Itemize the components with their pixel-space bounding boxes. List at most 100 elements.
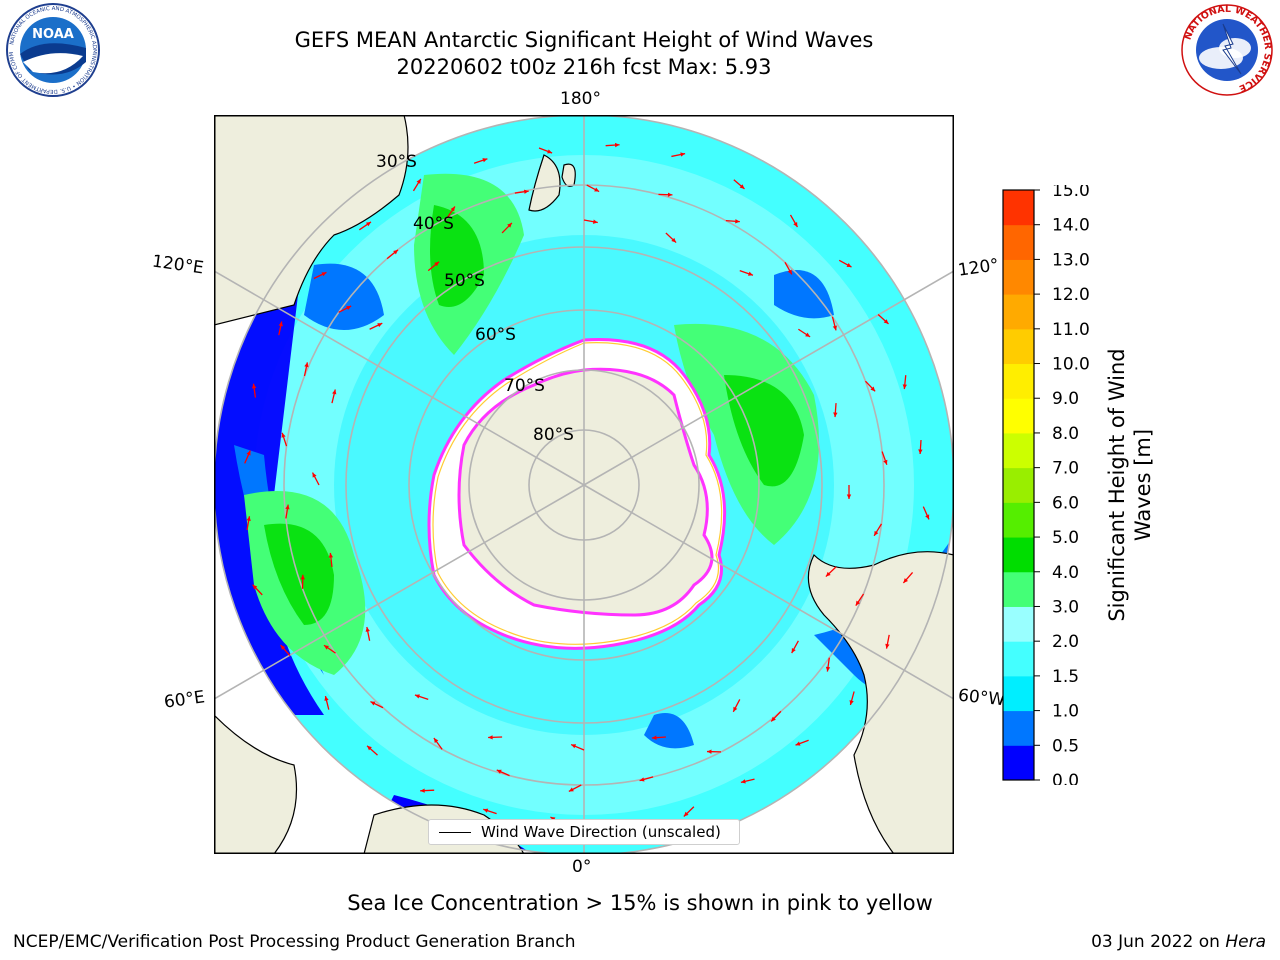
wave-direction-arrowhead: [332, 389, 337, 395]
wave-direction-arrowhead: [870, 386, 876, 392]
wave-direction-arrowhead: [433, 738, 439, 743]
wave-direction-arrowhead: [671, 237, 677, 243]
wave-direction-arrowhead: [683, 811, 689, 817]
wave-direction-arrowhead: [324, 696, 329, 701]
legend-label: Wind Wave Direction (unscaled): [481, 823, 721, 841]
wave-direction-arrowhead: [883, 319, 889, 324]
lon-label-180: 180°: [560, 89, 601, 109]
colorbar-tick-label: 0.5: [1052, 736, 1079, 756]
colorbar-segment: [1003, 641, 1034, 677]
wave-direction-arrowhead: [393, 249, 399, 255]
wave-direction-arrowhead: [278, 321, 283, 327]
wave-direction-arrowhead: [377, 323, 383, 328]
wave-direction-arrowhead: [771, 716, 776, 722]
wave-direction-arrowhead: [324, 645, 329, 650]
wave-direction-arrowhead: [614, 142, 620, 148]
colorbar-segment: [1003, 467, 1034, 503]
lon-label-120w: 120°: [956, 255, 1001, 281]
wave-direction-arrowhead: [300, 574, 305, 580]
wave-direction-arrowhead: [902, 384, 907, 390]
colorbar-segment: [1003, 398, 1034, 434]
wave-direction-arrowhead: [450, 206, 455, 212]
colorbar-tick-label: 14.0: [1052, 216, 1090, 236]
wave-direction-arrowhead: [251, 383, 257, 389]
wave-direction-arrowhead: [365, 627, 370, 632]
wave-direction-arrowhead: [523, 189, 529, 194]
colorbar-segment: [1003, 259, 1034, 295]
lon-label-0: 0°: [572, 857, 592, 877]
colorbar-segment: [1003, 745, 1034, 781]
wave-direction-arrowhead: [706, 749, 712, 754]
wave-direction-arrowhead: [304, 362, 309, 368]
wave-direction-arrowhead: [312, 472, 317, 478]
colorbar-tick-label: 4.0: [1052, 563, 1079, 583]
wave-direction-arrowhead: [825, 666, 831, 672]
wave-direction-arrowhead: [825, 571, 831, 577]
wave-direction-arrowhead: [568, 787, 574, 792]
map-title: GEFS MEAN Antarctic Significant Height o…: [294, 28, 874, 52]
colorbar-segment: [1003, 675, 1034, 712]
noaa-logo: NOAA NATIONAL OCEANIC AND ATMOSPHERIC AD…: [3, 2, 100, 97]
wave-direction-arrowhead: [414, 694, 420, 699]
wave-direction-arrowhead: [416, 178, 421, 184]
lon-label-60w: 60°W: [957, 685, 1006, 711]
wave-direction-arrowhead: [246, 450, 251, 456]
colorbar-tick-label: 5.0: [1052, 528, 1079, 548]
colorbar-tick-label: 1.5: [1052, 667, 1079, 687]
lat-label-80s: 80°S: [533, 425, 574, 445]
wave-direction-arrowhead: [482, 158, 488, 163]
wave-direction-arrowhead: [925, 514, 930, 520]
wave-direction-arrowhead: [507, 222, 512, 228]
footer-date-text: 03 Jun 2022 on: [1091, 932, 1220, 952]
colorbar-segment: [1003, 190, 1034, 226]
wind-wave-arrows: [244, 142, 930, 827]
wave-direction-arrowhead: [855, 600, 861, 606]
wave-direction-arrowhead: [571, 744, 577, 749]
colorbar-tick-label: 12.0: [1052, 285, 1090, 305]
wave-direction-arrowhead: [903, 578, 908, 583]
wave-direction-arrowhead: [667, 192, 673, 197]
wave-direction-arrowhead: [639, 777, 645, 782]
wave-direction-arrowhead: [849, 700, 854, 705]
wave-direction-arrowhead: [346, 306, 352, 310]
wave-direction-arrowhead: [280, 645, 286, 650]
colorbar-tick-label: 2.0: [1052, 632, 1079, 652]
footer-machine: Hera: [1225, 932, 1266, 952]
wave-direction-arrowhead: [883, 459, 888, 465]
wave-direction-arrowhead: [874, 530, 879, 536]
wave-direction-arrowhead: [846, 494, 852, 499]
colorbar-label: Significant Height of Wind Waves [m]: [1105, 348, 1155, 622]
colorbar-segment: [1003, 537, 1034, 573]
wave-direction-arrowhead: [420, 788, 425, 793]
wave-direction-arrowhead: [651, 735, 657, 740]
colorbar-segment: [1003, 328, 1034, 365]
colorbar-tick-label: 8.0: [1052, 424, 1079, 444]
wave-direction-arrowhead: [740, 779, 746, 784]
wave-direction-arrowhead: [321, 272, 327, 277]
colorbar-segment: [1003, 363, 1034, 399]
wave-direction-arrowhead: [594, 187, 600, 192]
footer-date: 03 Jun 2022 on Hera: [1091, 932, 1266, 952]
wave-direction-arrowhead: [918, 449, 923, 454]
colorbar-tick-label: 6.0: [1052, 493, 1079, 513]
colorbar-segment: [1003, 571, 1034, 607]
wave-direction-arrowhead: [281, 432, 286, 438]
wave-direction-arrowhead: [547, 149, 553, 154]
colorbar-segment: [1003, 224, 1034, 260]
wave-direction-arrowhead: [252, 584, 258, 590]
map-legend: Wind Wave Direction (unscaled): [428, 819, 740, 845]
colorbar-segment: [1003, 710, 1034, 746]
lat-label-70s: 70°S: [504, 376, 545, 396]
wave-direction-arrowhead: [496, 769, 502, 774]
wave-direction-arrowhead: [367, 745, 372, 751]
sea-ice-note: Sea Ice Concentration > 15% is shown in …: [347, 891, 933, 915]
lat-label-60s: 60°S: [475, 325, 516, 345]
map-subtitle: 20220602 t00z 216h fcst Max: 5.93: [396, 55, 772, 79]
colorbar-segment: [1003, 502, 1034, 538]
nws-logo: NATIONAL WEATHER SERVICE: [1181, 4, 1273, 96]
wave-direction-arrowhead: [592, 219, 598, 224]
colorbar-tick-label: 10.0: [1052, 355, 1090, 375]
lat-label-30s: 30°S: [376, 152, 417, 172]
wave-direction-arrowhead: [885, 643, 890, 649]
wave-direction-arrowhead: [434, 261, 440, 267]
